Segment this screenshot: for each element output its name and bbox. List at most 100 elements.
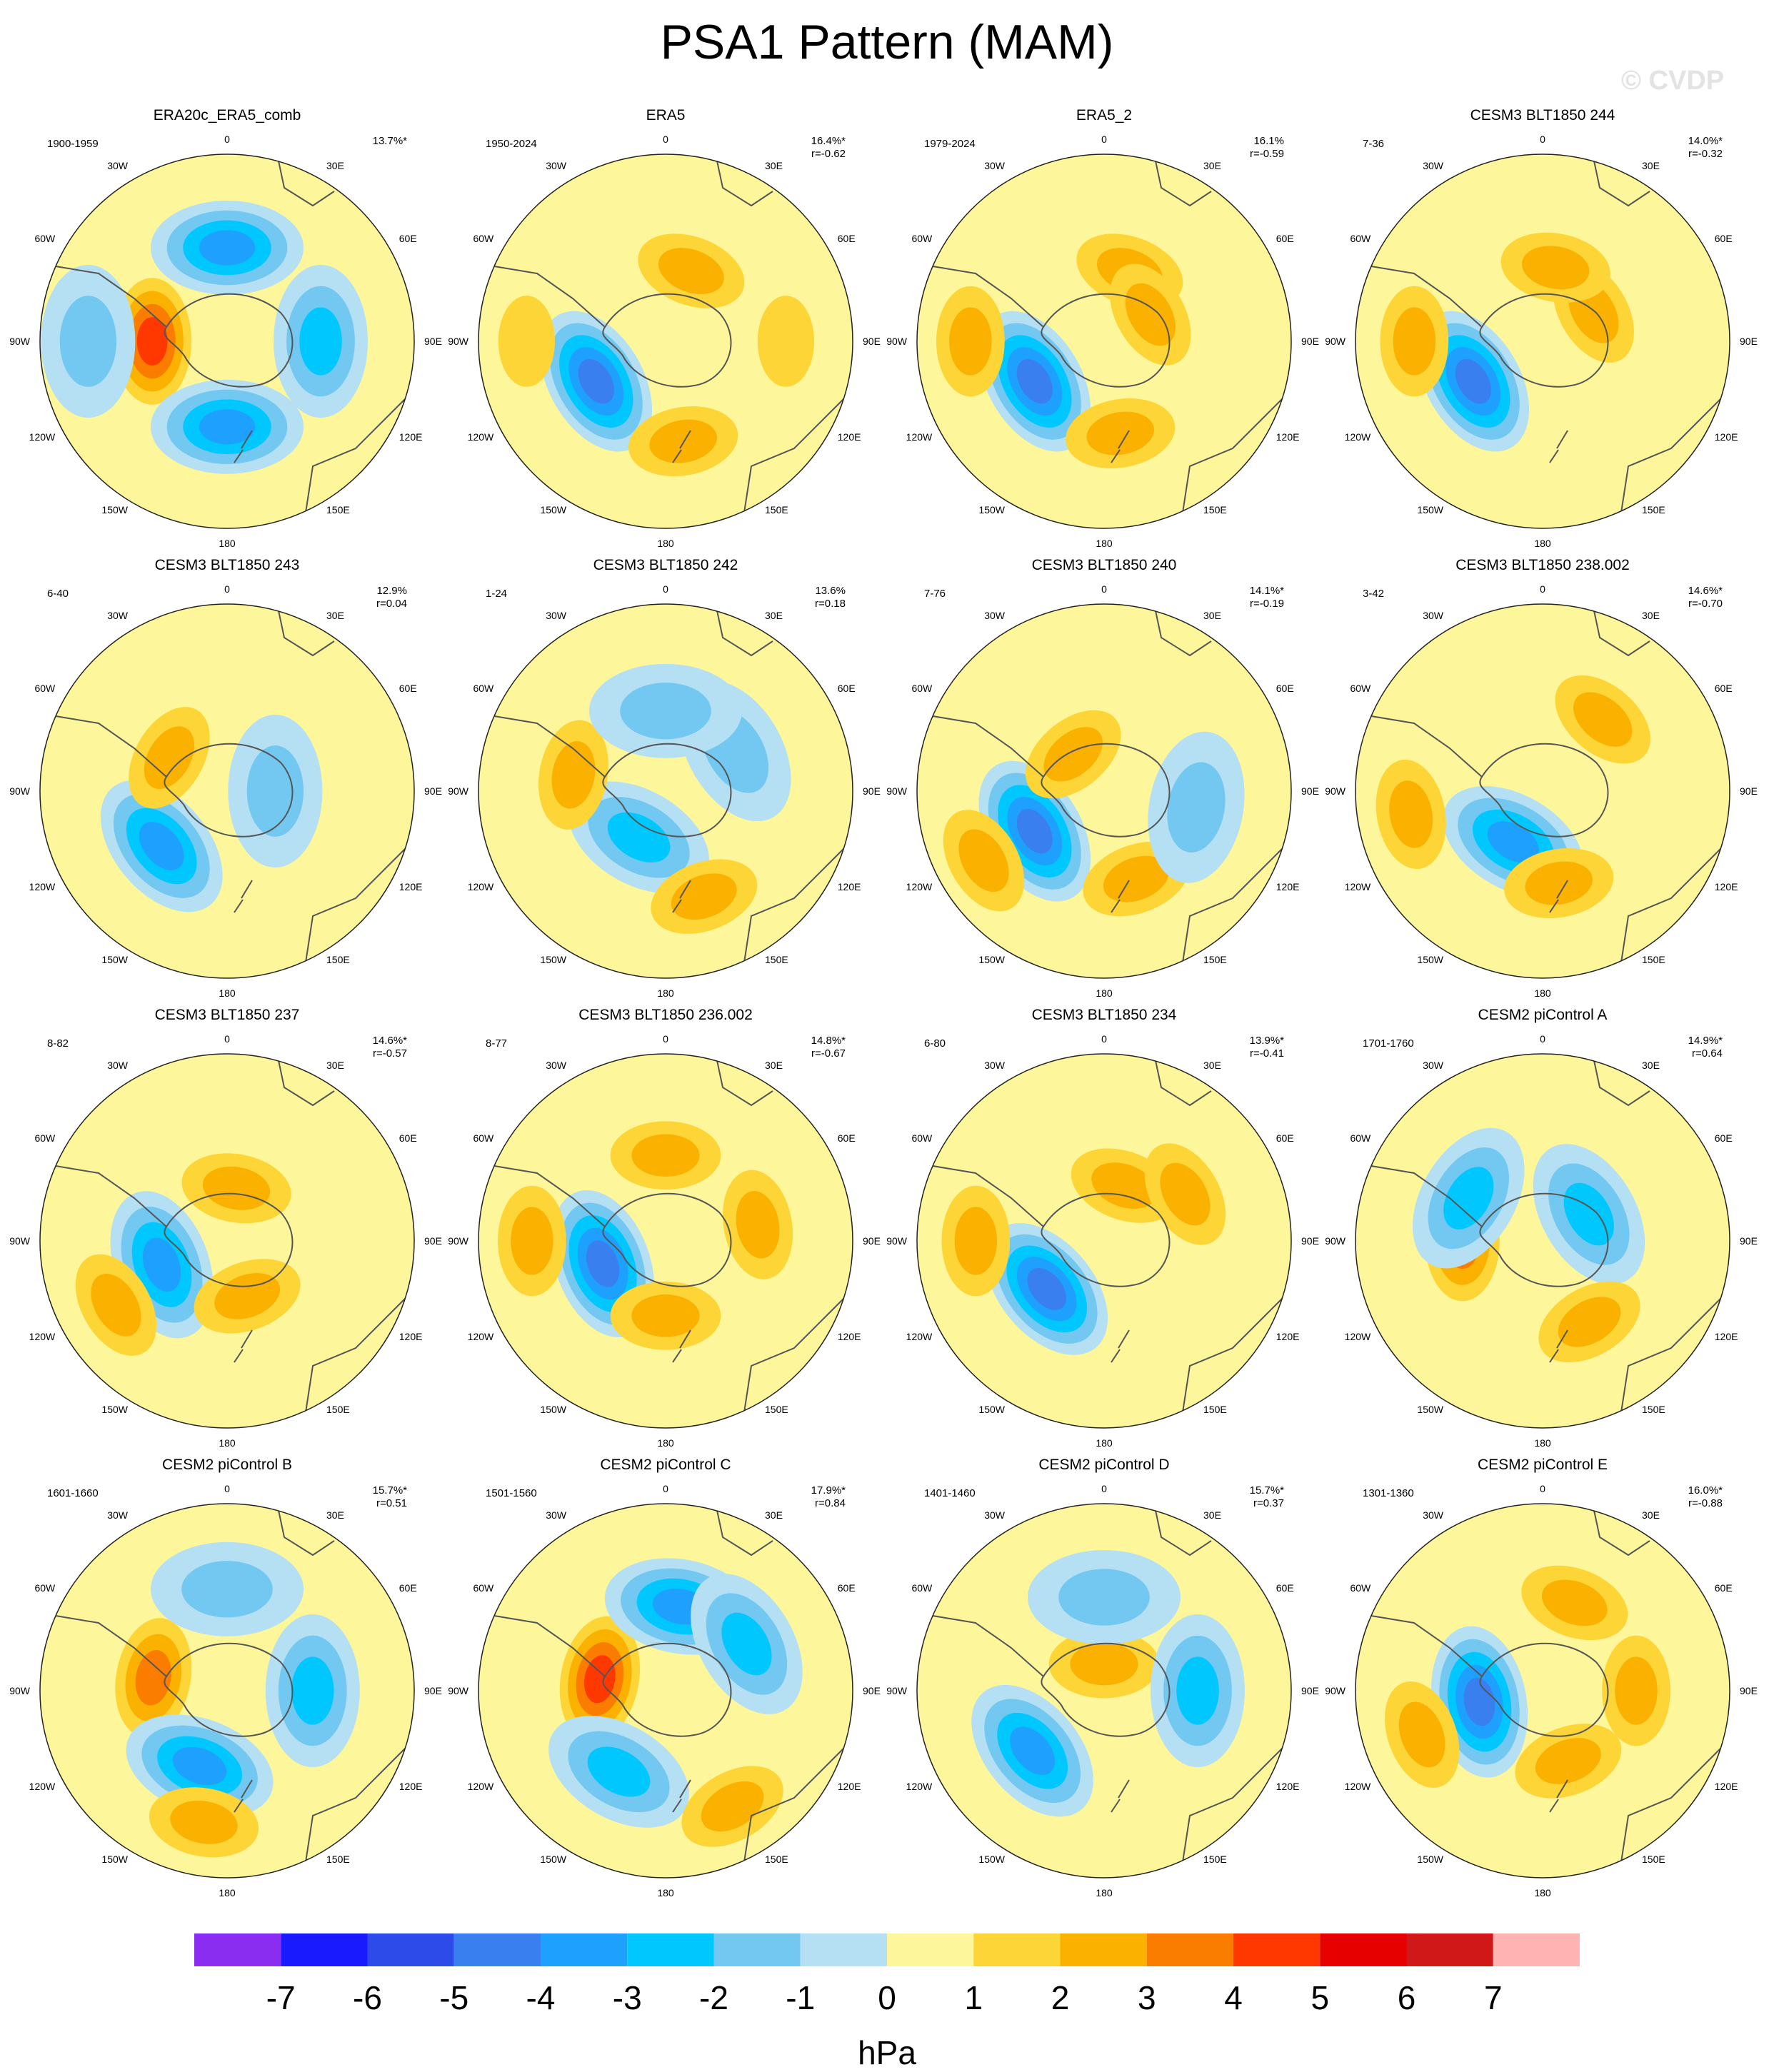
map-panel: 0 30E 60E 90E 120E 150E 180 150W 120W 90W 60W 30W CE… bbox=[9, 1007, 442, 1449]
africa-coast bbox=[276, 1504, 335, 1556]
lon-tick-label: 90W bbox=[448, 1685, 469, 1696]
map-border bbox=[916, 154, 1292, 529]
contour-region bbox=[1389, 780, 1433, 848]
panel-variance-pct: 13.9%* bbox=[1250, 1035, 1285, 1047]
contour-region bbox=[958, 829, 1009, 892]
lon-tick-label: 150E bbox=[765, 954, 788, 965]
coastlines bbox=[1370, 1504, 1722, 1863]
new-zealand-coast bbox=[234, 430, 253, 463]
panel-variance-pct: 14.6%* bbox=[373, 1035, 408, 1047]
contour-region bbox=[172, 1746, 227, 1786]
contour-region bbox=[757, 296, 815, 387]
lon-tick-label: 150E bbox=[1642, 1854, 1665, 1865]
south-america-coast bbox=[493, 715, 606, 778]
lon-tick-label: 120E bbox=[399, 1781, 423, 1792]
lon-tick-label: 150W bbox=[101, 504, 128, 516]
lon-tick-label: 60E bbox=[1276, 1582, 1294, 1594]
australia-coast bbox=[743, 398, 845, 513]
panel-years: 1601-1660 bbox=[47, 1487, 99, 1499]
lon-tick-label: 30W bbox=[1423, 160, 1444, 171]
lon-tick-label: 30E bbox=[1203, 1060, 1221, 1071]
lon-tick-label: 30E bbox=[326, 160, 344, 171]
coastlines bbox=[55, 154, 406, 513]
panel-years: 1-24 bbox=[486, 588, 507, 600]
lon-tick-label: 60E bbox=[1715, 1132, 1733, 1144]
lon-tick-label: 150W bbox=[540, 954, 566, 965]
lon-tick-label: 120W bbox=[468, 1781, 494, 1792]
colorbar-segment bbox=[194, 1933, 281, 1966]
australia-coast bbox=[1182, 1747, 1283, 1863]
panel-years: 1501-1560 bbox=[486, 1487, 537, 1499]
panel-title: CESM2 piControl A bbox=[1478, 1007, 1608, 1023]
lon-tick-label: 90E bbox=[863, 785, 881, 797]
contour-region bbox=[511, 1207, 553, 1275]
coastlines bbox=[55, 604, 406, 963]
contour-region bbox=[1455, 358, 1491, 404]
map-border bbox=[39, 154, 415, 529]
coastlines bbox=[1370, 154, 1722, 513]
colorbar-tick-label: 6 bbox=[1398, 1979, 1416, 2016]
panel-years: 7-36 bbox=[1363, 138, 1384, 150]
lon-tick-label: 90E bbox=[424, 1235, 442, 1247]
lon-tick-label: 0 bbox=[663, 583, 668, 595]
contour-region bbox=[607, 812, 671, 863]
lon-tick-label: 0 bbox=[1540, 1483, 1545, 1494]
lon-tick-label: 90W bbox=[1325, 1235, 1346, 1247]
antarctica-coast bbox=[1041, 293, 1171, 388]
map-panel: 0 30E 60E 90E 120E 150E 180 150W 120W 90W 60W 30W CE… bbox=[886, 1457, 1319, 1899]
panel-title: CESM3 BLT1850 237 bbox=[155, 1007, 300, 1023]
lon-tick-label: 150W bbox=[978, 1404, 1005, 1415]
coastlines bbox=[932, 604, 1283, 963]
panel-title: CESM2 piControl C bbox=[600, 1457, 731, 1473]
antarctica-coast bbox=[1041, 1192, 1171, 1287]
africa-coast bbox=[1592, 1054, 1650, 1107]
map-panel: 0 30E 60E 90E 120E 150E 180 150W 120W 90W 60W 30W CE… bbox=[1325, 557, 1758, 999]
lon-tick-label: 30W bbox=[1423, 1509, 1444, 1521]
new-zealand-coast bbox=[234, 1329, 253, 1363]
colorbar-segment bbox=[367, 1933, 454, 1966]
antarctica-coast bbox=[1041, 743, 1171, 838]
panel-correlation: r=0.18 bbox=[815, 598, 846, 610]
lon-tick-label: 120W bbox=[1345, 1781, 1371, 1792]
lon-tick-label: 60E bbox=[399, 1132, 417, 1144]
map-panel: 0 30E 60E 90E 120E 150E 180 150W 120W 90W 60W 30W CE… bbox=[448, 1007, 881, 1449]
lon-tick-label: 30W bbox=[984, 160, 1006, 171]
panel-years: 1979-2024 bbox=[924, 138, 976, 150]
lon-tick-label: 180 bbox=[219, 1437, 236, 1449]
south-america-coast bbox=[932, 715, 1044, 778]
map-panel: 0 30E 60E 90E 120E 150E 180 150W 120W 90W 60W 30W CE… bbox=[9, 1457, 442, 1899]
antarctica-coast bbox=[164, 1192, 294, 1287]
lon-tick-label: 60W bbox=[473, 683, 494, 694]
colorbar-tick-label: 7 bbox=[1484, 1979, 1503, 2016]
contour-region bbox=[721, 1612, 772, 1676]
map-panel: 0 30E 60E 90E 120E 150E 180 150W 120W 90W 60W 30W CE… bbox=[448, 557, 881, 999]
africa-coast bbox=[1592, 604, 1650, 657]
panel-variance-pct: 12.9% bbox=[376, 585, 407, 597]
lon-tick-label: 150W bbox=[101, 1404, 128, 1415]
africa-coast bbox=[276, 154, 335, 207]
colorbar-tick-label: 1 bbox=[964, 1979, 983, 2016]
lon-tick-label: 30E bbox=[765, 1509, 783, 1521]
australia-coast bbox=[1182, 1297, 1283, 1413]
new-zealand-coast bbox=[672, 1329, 691, 1363]
contour-region bbox=[1558, 1297, 1621, 1347]
lon-tick-label: 150W bbox=[1417, 504, 1443, 516]
lon-tick-label: 90E bbox=[1301, 1235, 1319, 1247]
contour-region bbox=[181, 1561, 273, 1618]
lon-tick-label: 30E bbox=[1642, 610, 1660, 621]
lon-tick-label: 0 bbox=[224, 1483, 230, 1494]
contour-region bbox=[1443, 1167, 1494, 1229]
africa-coast bbox=[1153, 154, 1212, 207]
lon-tick-label: 150W bbox=[540, 1404, 566, 1415]
lon-tick-label: 30E bbox=[765, 610, 783, 621]
lon-tick-label: 180 bbox=[657, 1437, 674, 1449]
australia-coast bbox=[1620, 398, 1722, 513]
colorbar-segment bbox=[1060, 1933, 1147, 1966]
antarctica-coast bbox=[1479, 743, 1609, 838]
contour-region bbox=[1016, 358, 1053, 404]
lon-tick-label: 0 bbox=[224, 583, 230, 595]
new-zealand-coast bbox=[1111, 1329, 1130, 1363]
lon-tick-label: 90W bbox=[9, 336, 31, 347]
australia-coast bbox=[305, 848, 406, 963]
lon-tick-label: 150E bbox=[1642, 504, 1665, 516]
